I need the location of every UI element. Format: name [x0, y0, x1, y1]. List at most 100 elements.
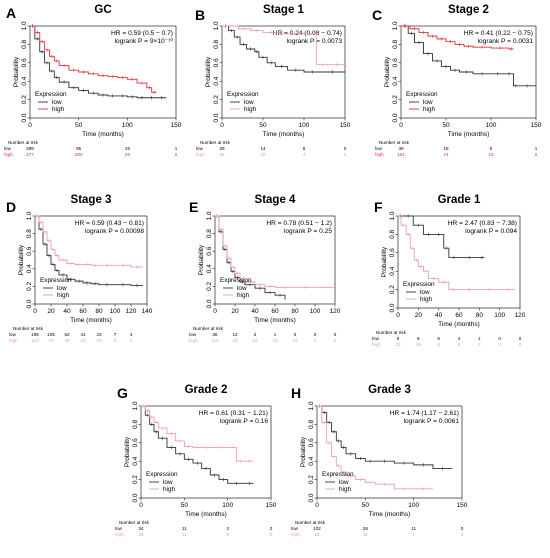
x-tick-label: 0: [315, 502, 319, 509]
legend-label-low: low: [57, 285, 67, 292]
panel-title: Grade 2: [185, 384, 228, 396]
panel-title: Stage 1: [263, 4, 305, 16]
x-tick-label: 0: [220, 122, 224, 129]
risk-count-low: 39: [398, 146, 404, 151]
logrank-p-text: logrank P = 0.094: [465, 228, 517, 235]
risk-count-high: 0: [175, 152, 178, 157]
y-tick-label: 0.2: [26, 282, 33, 291]
risk-count-low: 26: [363, 526, 369, 531]
hazard-ratio-text: HR = 0.78 (0.51 − 1.2): [266, 220, 332, 227]
y-tick-label: 0.8: [389, 230, 396, 239]
risk-count-low: 14: [260, 146, 266, 151]
risk-row-label-low: low: [372, 336, 380, 341]
risk-count-low: 34: [138, 526, 144, 531]
km-curve-low: [141, 405, 254, 484]
y-tick-label: 0.0: [213, 113, 220, 122]
y-tick-label: 0.2: [308, 475, 315, 484]
risk-row-label-low: low: [4, 146, 12, 151]
risk-count-high: 6: [458, 342, 461, 347]
risk-table-header: Number at risk: [200, 140, 231, 145]
x-tick-label: 100: [494, 312, 505, 319]
risk-count-low: 12: [232, 332, 238, 337]
risk-count-low: 18: [443, 146, 449, 151]
y-tick-label: 0.4: [206, 264, 213, 273]
risk-count-low: 6: [303, 146, 306, 151]
legend-title: Expression: [40, 277, 72, 284]
risk-row-label-low: low: [189, 332, 197, 337]
plot-frame: [316, 405, 463, 499]
hazard-ratio-text: HR = 1.74 (1.17 − 2.61): [390, 410, 459, 417]
y-axis-label: Probability: [300, 436, 307, 467]
risk-count-high: 8: [437, 342, 440, 347]
panel-h: H Grade 3 0.0 0.2 0.4 0.6 0.8 1.0 Probability 0 50…: [291, 384, 468, 537]
risk-count-high: 110: [211, 338, 219, 343]
risk-count-low: 29: [219, 146, 225, 151]
panel-title: Grade 3: [368, 384, 411, 396]
x-tick-label: 50: [442, 122, 450, 129]
x-tick-label: 150: [171, 122, 182, 129]
hazard-ratio-text: HR = 0.61 (0.31 − 1.21): [199, 410, 268, 417]
x-tick-label: 20: [47, 308, 55, 315]
risk-count-low: 0: [519, 336, 522, 341]
risk-count-low: 4: [458, 336, 461, 341]
risk-count-high: 74: [443, 152, 449, 157]
panel-letter: D: [6, 199, 16, 215]
legend-label-high: high: [163, 486, 176, 493]
x-axis-label: Time (months): [369, 511, 411, 518]
risk-count-low: 95: [76, 146, 82, 151]
x-tick-label: 50: [75, 122, 83, 129]
y-tick-label: 0.8: [308, 420, 315, 429]
y-tick-label: 0.8: [206, 229, 213, 238]
y-tick-label: 1.0: [389, 211, 396, 220]
x-tick-label: 0: [396, 312, 400, 319]
risk-count-high: 0: [344, 152, 347, 157]
risk-count-low: 2: [254, 332, 257, 337]
risk-count-high: 36: [219, 152, 225, 157]
legend-label-low: low: [420, 289, 430, 296]
risk-count-high: 42: [80, 338, 86, 343]
y-tick-label: 0.2: [213, 95, 220, 104]
km-curve-high: [215, 215, 335, 288]
panel-letter: A: [6, 5, 16, 21]
hazard-ratio-text: HR = 0.59 (0.5 − 0.7): [111, 30, 173, 37]
y-tick-label: 0.6: [21, 58, 28, 67]
panel-title: Stage 3: [71, 194, 112, 206]
risk-row-label-high: high: [4, 152, 13, 157]
risk-count-low: 2: [226, 526, 229, 531]
risk-count-low: 1: [175, 146, 178, 151]
risk-count-low: 7: [114, 332, 117, 337]
y-tick-label: 0.6: [389, 248, 396, 257]
x-tick-label: 100: [222, 502, 233, 509]
hazard-ratio-text: HR = 0.59 (0.43 − 0.81): [75, 220, 144, 227]
risk-table-header: Number at risk: [119, 520, 150, 525]
logrank-p-text: logrank P = 9×10⁻¹⁰: [115, 37, 174, 45]
km-curve-high: [35, 215, 143, 268]
panel-title: Grade 1: [438, 194, 481, 206]
logrank-p-text: logrank P = 0.0061: [404, 418, 460, 425]
risk-count-low: 5: [490, 146, 493, 151]
risk-row-label-high: high: [196, 152, 205, 157]
risk-count-high: 477: [26, 152, 34, 157]
hazard-ratio-text: HR = 0.41 (0.22 − 0.75): [464, 30, 533, 37]
y-tick-label: 0.2: [392, 95, 399, 104]
risk-count-low: 36: [212, 332, 218, 337]
risk-count-high: 11: [293, 338, 298, 343]
y-tick-label: 0.6: [26, 246, 33, 255]
x-tick-label: 0: [213, 308, 217, 315]
x-tick-label: 50: [259, 122, 267, 129]
risk-count-low: 9: [397, 336, 400, 341]
y-axis-label: Probability: [198, 244, 205, 275]
risk-count-high: 11: [182, 532, 187, 537]
km-curve-low: [401, 25, 536, 87]
legend-label-high: high: [57, 292, 70, 299]
risk-count-high: 4: [303, 152, 306, 157]
km-curve-high: [398, 215, 515, 291]
y-tick-label: 0.8: [26, 229, 33, 238]
risk-count-high: 0: [270, 532, 273, 537]
legend-title: Expression: [406, 91, 438, 98]
y-tick-label: 0.2: [389, 285, 396, 294]
x-tick-label: 100: [299, 122, 310, 129]
x-tick-label: 20: [415, 312, 423, 319]
